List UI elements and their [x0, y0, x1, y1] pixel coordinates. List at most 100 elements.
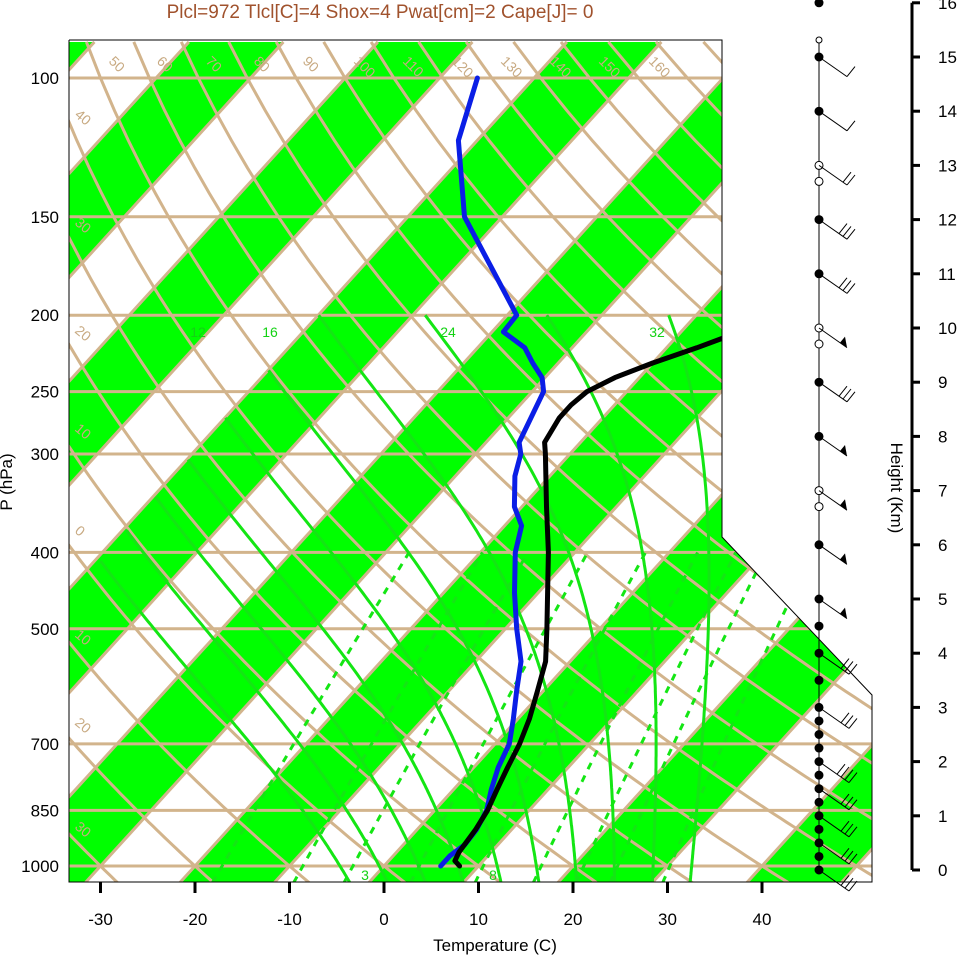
y-tick-label: 250 — [31, 383, 59, 402]
isotherm-band — [543, 41, 872, 882]
isotherm — [69, 40, 380, 882]
wind-barb-feather — [840, 875, 850, 886]
wind-barb-shaft — [818, 273, 848, 294]
isotherm-label: 30 — [729, 124, 751, 146]
height-tick-label: 16 — [938, 0, 957, 13]
wind-level-marker — [814, 621, 824, 631]
wind-level-marker — [814, 0, 824, 8]
wind-barb-feather — [842, 226, 852, 237]
isotherm — [69, 40, 852, 882]
wind-level-marker — [814, 770, 824, 780]
wind-barb-shaft — [818, 219, 848, 240]
moist-adiabat-label: 24 — [440, 324, 456, 340]
height-tick-label: 6 — [938, 536, 947, 555]
dry-adiabat — [69, 41, 718, 882]
moist-adiabat — [545, 314, 658, 882]
wind-barb-feather — [848, 799, 858, 811]
isotherm-band — [69, 41, 473, 882]
dry-adiabat — [369, 41, 872, 882]
mixing-ratio-label: 3 — [361, 867, 369, 883]
wind-barb-shaft — [818, 56, 848, 78]
height-tick-label: 13 — [938, 156, 957, 175]
height-tick-label: 1 — [938, 807, 947, 826]
dry-adiabat-label: 20 — [72, 322, 94, 344]
isotherm-label: 10 — [753, 536, 775, 558]
wind-barb-feather — [840, 793, 850, 805]
wind-barb-feather — [844, 769, 854, 781]
wind-barb-feather — [840, 766, 850, 778]
wind-level-marker — [814, 339, 824, 349]
dewpoint-line — [438, 75, 547, 869]
height-tick-label: 14 — [938, 102, 957, 121]
height-tick-label: 10 — [938, 319, 957, 338]
wind-level-marker — [814, 716, 824, 726]
isotherm — [69, 40, 663, 882]
pressure-axis: 100 150 200 250 300 400 500 700 850 1000 — [21, 69, 59, 876]
wind-barb-feather — [836, 763, 846, 775]
mixing-ratio-line — [661, 551, 815, 882]
dry-adiabat — [132, 41, 872, 882]
moist-adiabat — [99, 559, 352, 882]
x-tick-label: 40 — [753, 910, 772, 929]
dry-adiabat-label: 40 — [72, 106, 94, 128]
isotherm-label: 0 — [727, 461, 744, 478]
height-tick-label: 4 — [938, 644, 947, 663]
wind-level-marker — [814, 675, 824, 685]
wind-barb-shaft — [818, 327, 848, 349]
wind-barb-feather — [844, 796, 854, 808]
dry-adiabat-label: 20 — [72, 714, 94, 736]
height-tick-label: 3 — [938, 698, 947, 717]
wind-barb-feather — [838, 277, 848, 289]
height-axis-title: Height (Km) — [887, 443, 906, 534]
y-tick-label: 1000 — [21, 857, 59, 876]
wind-barb-shaft — [818, 869, 850, 892]
mixing-ratio-line — [473, 551, 647, 882]
wind-level-marker — [814, 797, 824, 807]
chart-title: Plcl=972 Tlcl[C]=4 Shox=4 Pwat[cm]=2 Cap… — [167, 2, 594, 23]
x-tick-label: 10 — [469, 910, 488, 929]
wind-barb-feather — [846, 228, 856, 240]
dry-adiabat — [69, 41, 136, 882]
height-tick-label: 12 — [938, 211, 957, 230]
wind-barb-feather — [838, 223, 848, 234]
dry-adiabat — [69, 41, 427, 882]
wind-barb-feather — [842, 280, 852, 291]
mixing-ratio-line — [342, 551, 530, 882]
y-tick-label: 300 — [31, 445, 59, 464]
mixing-ratio-lines — [211, 551, 815, 882]
height-tick-label: 11 — [938, 265, 956, 284]
wind-barb-flag — [840, 553, 847, 565]
wind-barb-feather — [846, 120, 856, 132]
dry-adiabat-label: 90 — [300, 53, 322, 75]
moist-adiabat — [267, 369, 541, 882]
isotherm-label: 20 — [794, 592, 816, 614]
height-tick-label: 8 — [938, 427, 947, 446]
isotherm — [636, 40, 872, 882]
wind-level-marker — [814, 851, 824, 861]
height-tick-label: 5 — [938, 590, 947, 609]
x-tick-label: 20 — [564, 910, 583, 929]
y-axis-title: P (hPa) — [0, 453, 16, 510]
wind-level-marker — [814, 824, 824, 834]
wind-barb-feather — [840, 820, 850, 832]
wind-barb-feather — [840, 658, 850, 669]
wind-barb-feather — [848, 880, 858, 892]
wind-level-marker — [814, 502, 824, 512]
wind-barb-shaft — [818, 381, 848, 403]
dry-adiabat-label: 0 — [72, 522, 88, 539]
y-tick-label: 200 — [31, 306, 59, 325]
height-tick-label: 9 — [938, 373, 947, 392]
wind-barb-feather — [848, 663, 858, 675]
dry-adiabat — [69, 41, 524, 882]
dry-adiabat — [69, 41, 621, 882]
temperature-axis: -30 -20 -10 0 10 20 30 40 — [88, 882, 771, 929]
wind-barb-shaft — [818, 544, 848, 565]
wind-barb-shaft — [818, 652, 850, 675]
y-tick-label: 500 — [31, 620, 59, 639]
isotherm — [69, 40, 758, 882]
wind-level-marker — [815, 36, 823, 44]
mixing-ratio-line — [211, 551, 411, 882]
moist-adiabat — [125, 529, 390, 882]
